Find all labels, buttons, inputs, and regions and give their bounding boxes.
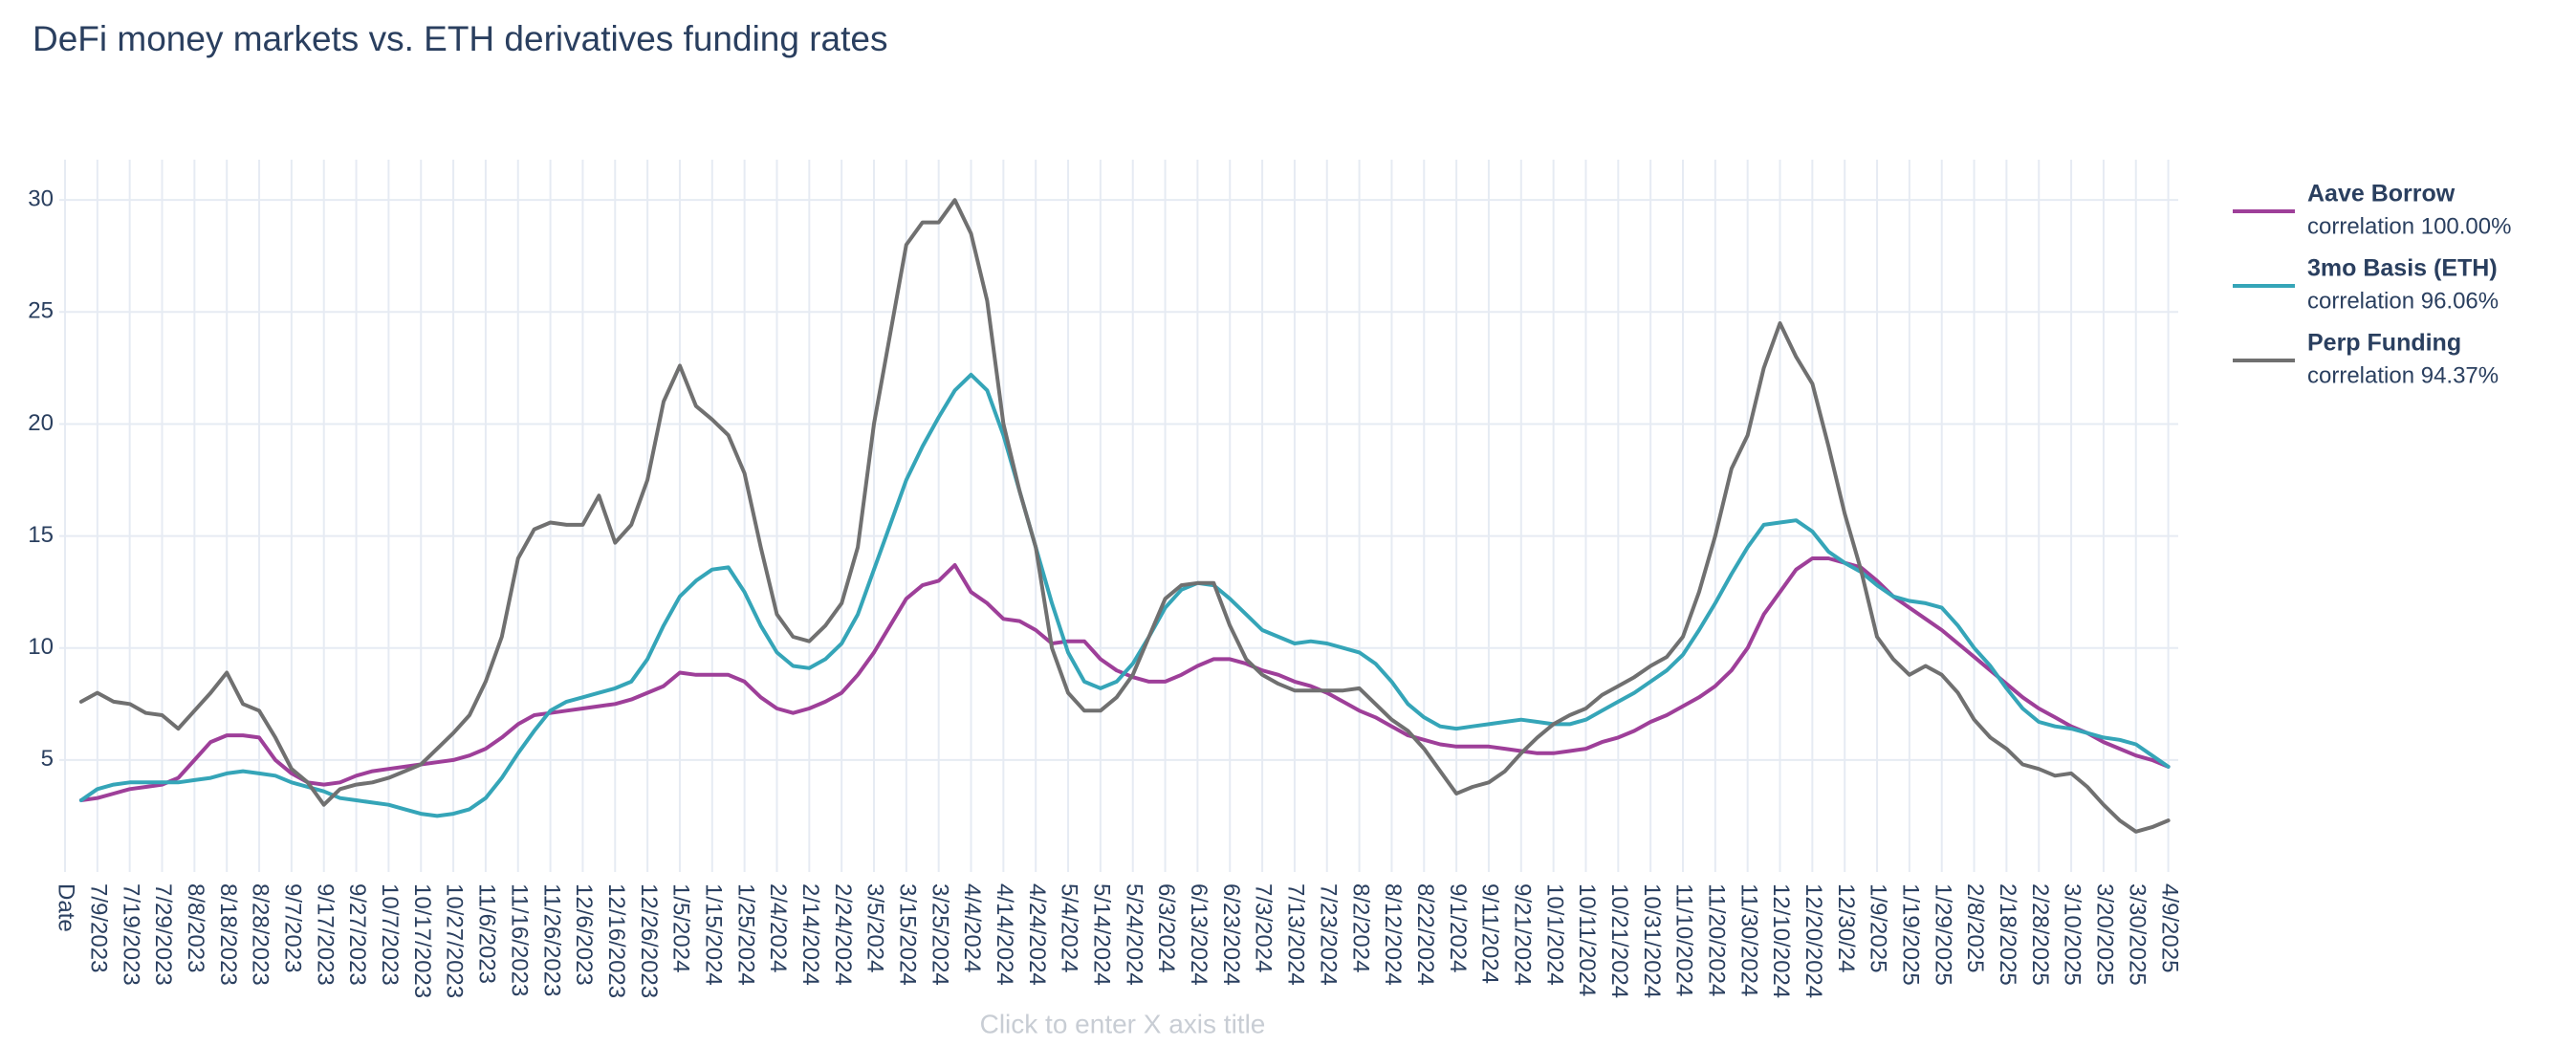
x-tick-label: 8/28/2023 xyxy=(248,883,273,986)
x-tick-label: 9/27/2023 xyxy=(344,883,370,986)
x-tick-label: 10/17/2023 xyxy=(409,883,435,998)
x-tick-label: 11/16/2023 xyxy=(506,883,532,996)
x-tick-label: 3/20/2025 xyxy=(2092,883,2118,986)
x-tick-label: 8/2/2024 xyxy=(1347,883,1373,972)
x-tick-label: 5/24/2024 xyxy=(1121,883,1146,986)
x-tick-label: 10/11/2024 xyxy=(1574,883,1600,996)
series-line xyxy=(78,556,2171,802)
legend-description: correlation 100.00% xyxy=(2307,213,2511,239)
x-tick-label: 8/8/2023 xyxy=(183,883,208,972)
x-tick-label: 7/9/2023 xyxy=(85,883,111,972)
x-tick-label: 1/5/2024 xyxy=(668,883,694,972)
x-tick-label: 4/14/2024 xyxy=(992,883,1017,986)
x-tick-label: 4/4/2024 xyxy=(959,883,985,972)
x-tick-label: 4/24/2024 xyxy=(1024,883,1050,986)
x-tick-label: 5/14/2024 xyxy=(1089,883,1115,986)
x-tick-label: 10/21/2024 xyxy=(1606,883,1632,998)
x-tick-label: 11/6/2023 xyxy=(474,883,500,984)
x-tick-label: Date xyxy=(54,883,79,932)
legend-description: correlation 96.06% xyxy=(2307,288,2499,314)
y-tick-label: 30 xyxy=(28,186,54,212)
x-tick-label: 1/19/2025 xyxy=(1898,883,1924,986)
legend-name: 3mo Basis (ETH) xyxy=(2307,255,2498,282)
legend-name: Perp Funding xyxy=(2307,330,2461,357)
x-tick-label: 1/9/2025 xyxy=(1866,883,1891,972)
x-tick-label: 6/3/2024 xyxy=(1153,883,1179,972)
x-tick-label: 12/26/2023 xyxy=(636,883,662,998)
x-tick-label: 3/30/2025 xyxy=(2124,883,2150,986)
y-tick-label: 20 xyxy=(28,410,54,436)
x-tick-label: 10/7/2023 xyxy=(377,883,403,986)
x-tick-label: 1/15/2024 xyxy=(700,883,726,986)
x-tick-label: 12/20/2024 xyxy=(1801,883,1826,998)
x-tick-label: 10/1/2024 xyxy=(1541,883,1567,986)
x-tick-label: 1/25/2024 xyxy=(732,883,758,986)
x-tick-label: 3/15/2024 xyxy=(894,883,920,986)
x-tick-label: 2/28/2025 xyxy=(2027,883,2053,986)
x-tick-label: 7/13/2024 xyxy=(1283,883,1309,986)
x-tick-label: 2/24/2024 xyxy=(830,883,856,986)
x-tick-label: 7/29/2023 xyxy=(150,883,176,986)
x-tick-label: 4/9/2025 xyxy=(2156,883,2182,972)
x-tick-label: 2/4/2024 xyxy=(765,883,791,972)
x-tick-label: 7/3/2024 xyxy=(1251,883,1277,972)
x-tick-label: 11/30/2024 xyxy=(1736,883,1761,996)
x-tick-label: 2/18/2025 xyxy=(1995,883,2020,986)
x-tick-label: 10/31/2024 xyxy=(1639,883,1665,998)
y-tick-label: 25 xyxy=(28,298,54,324)
y-tick-label: 15 xyxy=(28,522,54,548)
chart-title: DeFi money markets vs. ETH derivatives f… xyxy=(33,19,888,58)
x-tick-label: 11/10/2024 xyxy=(1671,883,1697,996)
x-tick-label: 1/29/2025 xyxy=(1930,883,1955,986)
x-tick-label: 3/5/2024 xyxy=(862,883,888,972)
x-tick-label: 9/1/2024 xyxy=(1445,883,1471,972)
x-tick-label: 7/19/2023 xyxy=(118,883,143,986)
legend-description: correlation 94.37% xyxy=(2307,362,2499,388)
x-tick-label: 11/20/2024 xyxy=(1703,883,1729,996)
y-tick-label: 10 xyxy=(28,634,54,660)
x-tick-label: 8/12/2024 xyxy=(1380,883,1406,986)
series-line xyxy=(78,198,2171,834)
x-tick-label: 8/22/2024 xyxy=(1412,883,1438,986)
y-tick-label: 5 xyxy=(41,746,54,772)
x-tick-label: 12/30/24 xyxy=(1833,883,1859,972)
x-tick-label: 7/23/2024 xyxy=(1315,883,1341,986)
x-tick-label: 9/7/2023 xyxy=(280,883,306,972)
x-tick-label: 3/25/2024 xyxy=(927,883,952,986)
x-tick-label: 12/6/2023 xyxy=(571,883,597,986)
x-tick-label: 12/16/2023 xyxy=(603,883,629,998)
x-tick-label: 2/8/2025 xyxy=(1962,883,1988,972)
x-tick-label: 3/10/2025 xyxy=(2060,883,2085,986)
x-tick-label: 8/18/2023 xyxy=(215,883,241,986)
x-tick-label: 6/13/2024 xyxy=(1186,883,1212,986)
x-tick-label: 9/21/2024 xyxy=(1509,883,1535,986)
x-tick-label: 9/17/2023 xyxy=(312,883,338,986)
x-tick-label: 12/10/2024 xyxy=(1768,883,1794,998)
x-tick-label: 5/4/2024 xyxy=(1057,883,1082,972)
series-line xyxy=(78,372,2171,818)
x-axis-title[interactable]: Click to enter X axis title xyxy=(980,1009,1266,1038)
x-tick-label: 9/11/2024 xyxy=(1477,883,1503,984)
x-tick-label: 2/14/2024 xyxy=(797,883,823,986)
legend-name: Aave Borrow xyxy=(2307,181,2456,207)
x-tick-label: 10/27/2023 xyxy=(442,883,468,998)
x-tick-label: 11/26/2023 xyxy=(538,883,564,996)
x-tick-label: 6/23/2024 xyxy=(1218,883,1244,986)
